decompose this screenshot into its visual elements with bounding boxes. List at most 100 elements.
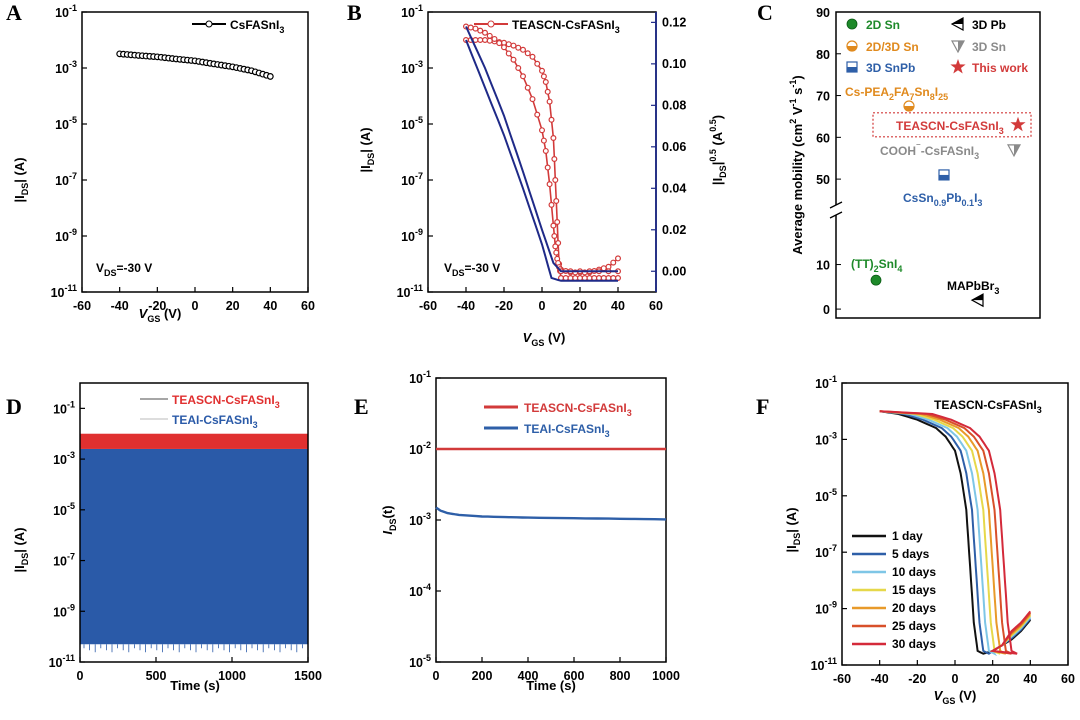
data-point-series-2 bbox=[546, 181, 553, 188]
x-tick-label: 600 bbox=[564, 669, 585, 683]
chart-title: TEASCN-CsFASnI3 bbox=[934, 398, 1042, 415]
x-tick-label: -40 bbox=[111, 299, 129, 313]
point-label-1: TEASCN-CsFASnI3 bbox=[896, 119, 1004, 136]
legend-label-0: 2D Sn bbox=[866, 18, 900, 32]
y-tick-label: 10-7 bbox=[53, 552, 75, 569]
y-axis-label: Average mobility (cm2 V-1 s-1) bbox=[788, 75, 805, 255]
y2-axis-label: |IDS|0.5 (A0.5) bbox=[708, 115, 728, 185]
point-label-4: (TT)2SnI4 bbox=[851, 257, 902, 274]
data-point-series-1 bbox=[600, 265, 607, 272]
legend-marker-1-fill bbox=[952, 18, 963, 24]
y-tick-label: 10-11 bbox=[811, 656, 837, 673]
panel-d: D 0 500 1000 1500 10-11 10-9 10-7 10-5 10-3 10-1 TE… bbox=[6, 382, 322, 693]
panel-e: E 0 200 400 600 800 1000 10-5 10-4 10-3 10-2 10-1 TE… bbox=[354, 369, 680, 693]
x-axis-label: VGS (V) bbox=[523, 330, 566, 348]
x-tick-label: 20 bbox=[986, 672, 1000, 686]
legend-marker-0 bbox=[846, 18, 858, 30]
data-point-series-0 bbox=[519, 46, 526, 53]
x-tick-label: 200 bbox=[472, 669, 493, 683]
legend-label-csfasni3: CsFASnI3 bbox=[230, 18, 284, 35]
data-point-series-0 bbox=[552, 177, 559, 184]
x-tick-label: 60 bbox=[301, 299, 315, 313]
plot-frame bbox=[79, 382, 309, 663]
x-tick-label: 40 bbox=[611, 299, 625, 313]
data-point-series-0 bbox=[591, 275, 598, 282]
x-axis-label: VGS (V) bbox=[139, 306, 182, 324]
y-tick-label: 10-3 bbox=[55, 59, 77, 76]
y2-tick-label: 0.02 bbox=[662, 223, 686, 237]
y-tick-label: 10-7 bbox=[55, 171, 77, 188]
legend-marker-2-fill bbox=[847, 46, 857, 51]
plot-frame bbox=[841, 382, 1069, 666]
data-point-series-0 bbox=[515, 44, 522, 51]
data-point-series-0 bbox=[505, 41, 512, 48]
data-point-series-0 bbox=[524, 50, 531, 57]
data-point-series-2 bbox=[524, 84, 531, 91]
data-point-series-0 bbox=[614, 275, 621, 282]
panel-label-a: A bbox=[6, 0, 22, 25]
x-tick-label: 400 bbox=[518, 669, 539, 683]
y-tick-label: 0 bbox=[823, 303, 830, 317]
x-tick-label: -60 bbox=[833, 672, 851, 686]
x-axis-label: Time (s) bbox=[526, 678, 576, 693]
y-axis-label: |IDS| (A) bbox=[358, 127, 376, 172]
legend-label-teai: TEAI-CsFASnI3 bbox=[524, 422, 610, 439]
panel-label-f: F bbox=[756, 394, 769, 419]
data-point-series-0 bbox=[605, 275, 612, 282]
data-point-series-2 bbox=[486, 32, 493, 39]
y-tick-label: 10-4 bbox=[409, 582, 431, 599]
x-tick-label: 1500 bbox=[294, 669, 322, 683]
y-tick-label: 50 bbox=[816, 173, 830, 187]
x-tick-label: 0 bbox=[952, 672, 959, 686]
data-point-series-0 bbox=[510, 42, 517, 49]
data-point-series-0 bbox=[542, 78, 549, 85]
legend-label-2: 2D/3D Sn bbox=[866, 40, 919, 54]
y2-tick-label: 0.06 bbox=[662, 140, 686, 154]
y-tick-label: 10-3 bbox=[53, 450, 75, 467]
y-tick-label: 10-11 bbox=[49, 653, 75, 670]
point-label-3: CsSn0.9Pb0.1I3 bbox=[903, 191, 982, 208]
legend-label-2: 10 days bbox=[892, 565, 936, 579]
data-point-series-0 bbox=[550, 135, 557, 142]
data-point-series-0 bbox=[600, 275, 607, 282]
data-point-series-2 bbox=[472, 25, 479, 32]
data-point-series-2 bbox=[515, 64, 522, 71]
legend-label-4: 20 days bbox=[892, 601, 936, 615]
y2-tick-label: 0.10 bbox=[662, 57, 686, 71]
y-tick-label: 10-1 bbox=[55, 3, 77, 20]
y-tick-label: 10-11 bbox=[397, 283, 423, 300]
data-point-series-0 bbox=[546, 98, 553, 105]
y-tick-label: 10-7 bbox=[815, 543, 837, 560]
x-axis-label: VGS (V) bbox=[934, 688, 977, 706]
x-tick-label: 1000 bbox=[218, 669, 246, 683]
highlight-box bbox=[872, 112, 1032, 138]
legend-label-teascn: TEASCN-CsFASnI3 bbox=[172, 393, 280, 410]
y-tick-label: 80 bbox=[816, 48, 830, 62]
data-point-series-2 bbox=[467, 24, 474, 31]
legend-marker bbox=[205, 20, 213, 28]
data-point-series-2 bbox=[491, 35, 498, 42]
axis-break-gap bbox=[828, 205, 844, 215]
legend-label-5: 25 days bbox=[892, 619, 936, 633]
legend-label-3: 3D Sn bbox=[972, 40, 1006, 54]
series-line-4 bbox=[465, 26, 618, 273]
data-point-series-0 bbox=[586, 275, 593, 282]
x-tick-label: 0 bbox=[539, 299, 546, 313]
x-tick-label: 500 bbox=[146, 669, 167, 683]
x-axis-label: Time (s) bbox=[170, 678, 220, 693]
panel-label-c: C bbox=[757, 0, 773, 25]
y-tick-label: 10-7 bbox=[401, 171, 423, 188]
y-axis-label: |IDS| (A) bbox=[784, 507, 802, 552]
y-tick-label: 10-5 bbox=[409, 653, 431, 670]
x-tick-label: 40 bbox=[1023, 672, 1037, 686]
x-tick-label: -20 bbox=[908, 672, 926, 686]
axis-break-mark bbox=[829, 211, 843, 219]
data-point-series-2 bbox=[544, 164, 551, 171]
legend-marker-3-fill bbox=[958, 41, 964, 52]
data-point-series-1 bbox=[610, 259, 617, 266]
y-tick-label: 10-3 bbox=[815, 430, 837, 447]
y-tick-label: 10-1 bbox=[409, 369, 431, 386]
y-tick-label: 10-5 bbox=[55, 115, 77, 132]
axis-break-mark bbox=[829, 201, 843, 209]
